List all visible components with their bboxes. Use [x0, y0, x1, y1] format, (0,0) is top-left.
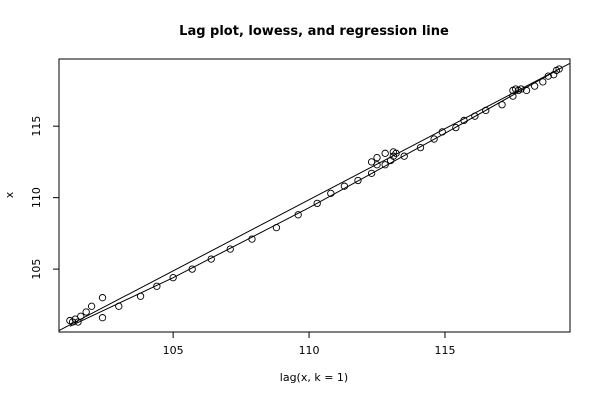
x-tick-label: 105: [163, 344, 184, 357]
data-point: [438, 128, 446, 136]
data-point: [115, 302, 123, 310]
data-point: [392, 149, 400, 157]
data-point: [188, 265, 196, 273]
y-tick-label: 105: [30, 259, 43, 280]
chart-title: Lag plot, lowess, and regression line: [179, 24, 449, 39]
lines-layer: [59, 62, 570, 332]
y-tick-label: 110: [30, 187, 43, 208]
data-point: [207, 255, 215, 263]
data-point: [381, 161, 389, 169]
plot-frame: [58, 58, 571, 333]
data-point: [555, 65, 563, 73]
data-point: [517, 85, 525, 93]
data-point: [400, 152, 408, 160]
data-point: [354, 176, 362, 185]
data-point: [373, 153, 381, 162]
data-point: [367, 169, 376, 177]
data-point: [74, 318, 82, 326]
x-tick-label: 115: [434, 344, 455, 357]
data-point: [294, 211, 302, 219]
data-point: [430, 135, 438, 143]
y-axis-label: x: [3, 191, 16, 198]
data-point: [531, 82, 539, 90]
data-point: [248, 235, 256, 243]
data-point: [460, 116, 468, 125]
data-point: [87, 302, 96, 310]
regression-line: [59, 62, 570, 332]
data-point: [522, 86, 531, 95]
data-point: [381, 149, 389, 157]
data-point: [416, 143, 425, 152]
data-point: [313, 199, 321, 208]
data-point: [373, 161, 381, 169]
data-point: [82, 308, 90, 316]
x-tick-label: 110: [299, 344, 320, 357]
data-point: [272, 224, 281, 232]
data-point: [226, 245, 234, 253]
data-point: [169, 274, 177, 282]
data-point: [98, 314, 107, 322]
x-axis-label: lag(x, k = 1): [280, 371, 348, 384]
data-point: [452, 123, 460, 132]
data-point: [340, 182, 349, 190]
data-point: [482, 106, 490, 115]
data-point: [539, 78, 547, 86]
data-point: [471, 112, 479, 120]
data-point: [98, 294, 107, 302]
data-point: [153, 282, 161, 290]
points-layer: [66, 65, 563, 326]
x-axis: 105 110 115: [163, 332, 455, 357]
data-point: [498, 101, 506, 109]
data-point: [77, 312, 85, 320]
data-point: [327, 189, 335, 198]
data-point: [509, 92, 517, 100]
y-axis: 105 110 115: [30, 116, 59, 280]
y-tick-label: 115: [30, 116, 43, 137]
data-point: [136, 292, 145, 300]
data-point: [544, 72, 552, 80]
